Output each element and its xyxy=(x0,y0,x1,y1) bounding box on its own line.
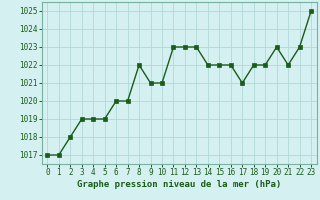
X-axis label: Graphe pression niveau de la mer (hPa): Graphe pression niveau de la mer (hPa) xyxy=(77,180,281,189)
